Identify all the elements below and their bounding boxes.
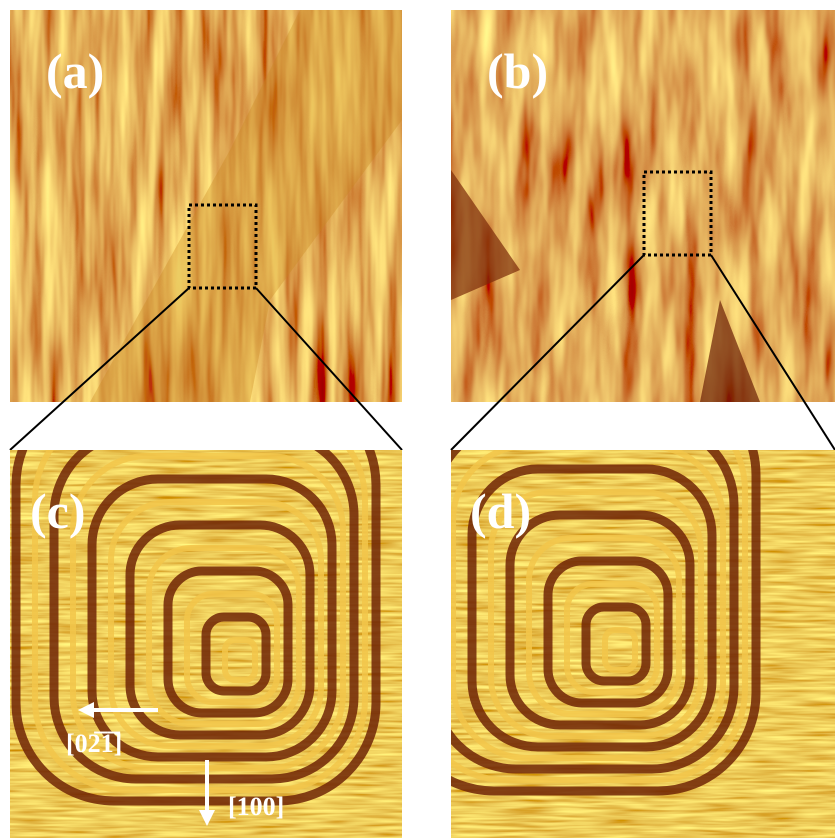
figure: (a) (b) (c) [02̅1̅] [100] (d) — [0, 0, 835, 838]
direction-label: [100] — [228, 792, 284, 821]
panel-label: (a) — [46, 43, 104, 99]
panel-label: (d) — [470, 483, 531, 539]
direction-label: [02̅1̅] — [66, 729, 122, 758]
panel-label: (b) — [487, 43, 548, 99]
panel-a: (a) — [10, 10, 402, 402]
panel-label: (c) — [30, 483, 86, 539]
panel-b: (b) — [451, 10, 835, 402]
panel-c: (c) [02̅1̅] [100] — [10, 387, 402, 838]
panel-d: (d) — [396, 377, 835, 838]
